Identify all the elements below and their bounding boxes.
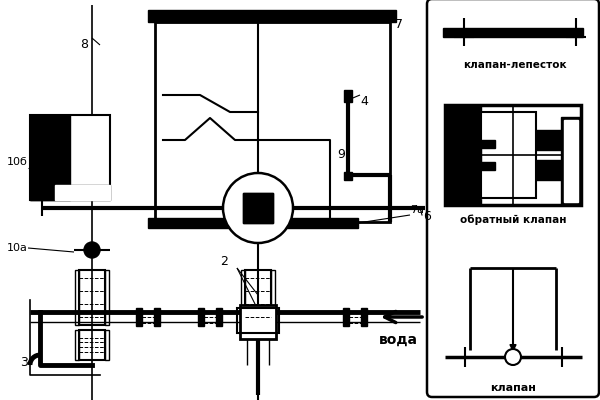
Bar xyxy=(75,270,79,325)
Bar xyxy=(244,308,272,336)
Bar xyxy=(536,160,564,180)
Bar xyxy=(445,140,481,168)
Bar xyxy=(271,270,275,325)
Bar xyxy=(155,22,390,222)
Bar xyxy=(361,308,367,326)
Bar xyxy=(148,218,358,228)
Bar xyxy=(243,193,273,223)
Bar xyxy=(481,112,536,198)
Bar xyxy=(445,105,481,205)
Bar xyxy=(55,185,110,200)
Text: 6: 6 xyxy=(423,210,431,223)
Bar xyxy=(243,193,273,223)
Bar xyxy=(79,270,105,325)
Bar xyxy=(245,270,271,325)
Bar xyxy=(241,270,245,325)
Text: 3: 3 xyxy=(20,356,28,368)
Circle shape xyxy=(505,349,521,365)
Bar xyxy=(536,130,564,150)
Bar xyxy=(343,308,349,326)
Text: обратный клапан: обратный клапан xyxy=(460,215,566,225)
Text: 9: 9 xyxy=(337,148,345,162)
Bar xyxy=(79,270,105,276)
Bar xyxy=(148,10,396,22)
Bar xyxy=(105,270,109,325)
Bar xyxy=(237,308,279,333)
Bar xyxy=(154,308,160,326)
Bar xyxy=(30,115,70,200)
Bar xyxy=(198,308,204,326)
Bar xyxy=(30,115,110,200)
Text: 2: 2 xyxy=(220,255,228,268)
Bar xyxy=(136,308,142,326)
Text: 7: 7 xyxy=(395,18,403,31)
Bar xyxy=(75,330,79,360)
Bar xyxy=(105,330,109,360)
Bar xyxy=(561,117,581,205)
Bar xyxy=(443,28,583,37)
Bar xyxy=(240,305,276,339)
Bar xyxy=(445,140,495,148)
Bar xyxy=(344,172,352,180)
Bar xyxy=(30,185,110,200)
Text: 10б: 10б xyxy=(7,157,28,167)
Bar xyxy=(216,308,222,326)
Text: 8: 8 xyxy=(80,38,88,51)
Text: клапан-лепесток: клапан-лепесток xyxy=(463,60,567,70)
Text: 10а: 10а xyxy=(7,243,28,253)
Bar xyxy=(445,162,495,170)
Bar xyxy=(564,120,578,202)
Bar xyxy=(481,112,536,198)
Bar xyxy=(445,105,581,205)
Text: клапан: клапан xyxy=(490,383,536,393)
Circle shape xyxy=(223,173,293,243)
Bar xyxy=(245,270,271,276)
Bar xyxy=(79,330,105,336)
Text: 4: 4 xyxy=(360,95,368,108)
Text: 7а: 7а xyxy=(410,205,424,215)
Text: вода: вода xyxy=(379,333,418,347)
Circle shape xyxy=(84,242,100,258)
FancyBboxPatch shape xyxy=(427,0,599,397)
Bar xyxy=(344,90,352,102)
Bar xyxy=(79,330,105,360)
